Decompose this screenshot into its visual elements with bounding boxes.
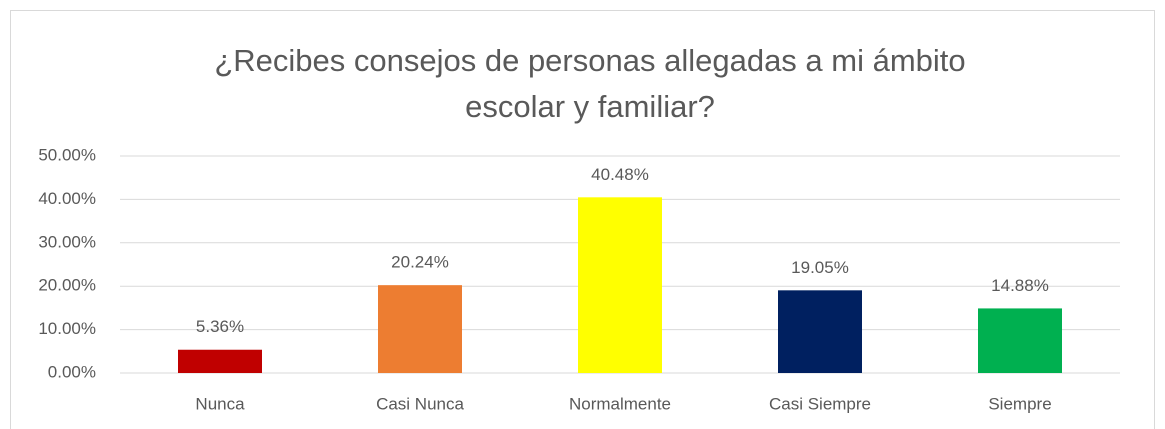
bar xyxy=(778,290,862,373)
data-label: 14.88% xyxy=(991,276,1049,295)
bar xyxy=(378,285,462,373)
y-tick-label: 10.00% xyxy=(38,319,96,338)
data-label: 5.36% xyxy=(196,317,244,336)
x-tick-label: Casi Nunca xyxy=(376,394,464,413)
data-label: 40.48% xyxy=(591,165,649,184)
bar xyxy=(578,197,662,373)
y-tick-label: 30.00% xyxy=(38,232,96,251)
y-tick-label: 20.00% xyxy=(38,276,96,295)
x-tick-label: Normalmente xyxy=(569,394,671,413)
y-tick-label: 50.00% xyxy=(38,145,96,164)
data-label: 19.05% xyxy=(791,258,849,277)
x-tick-label: Casi Siempre xyxy=(769,394,871,413)
data-label: 20.24% xyxy=(391,253,449,272)
bar xyxy=(178,349,262,373)
chart-border xyxy=(10,10,1155,429)
bar xyxy=(978,308,1062,373)
x-tick-label: Nunca xyxy=(195,394,245,413)
chart-title: ¿Recibes consejos de personas allegadas … xyxy=(214,43,966,124)
y-tick-label: 40.00% xyxy=(38,189,96,208)
x-tick-label: Siempre xyxy=(988,394,1051,413)
y-tick-label: 0.00% xyxy=(48,362,96,381)
